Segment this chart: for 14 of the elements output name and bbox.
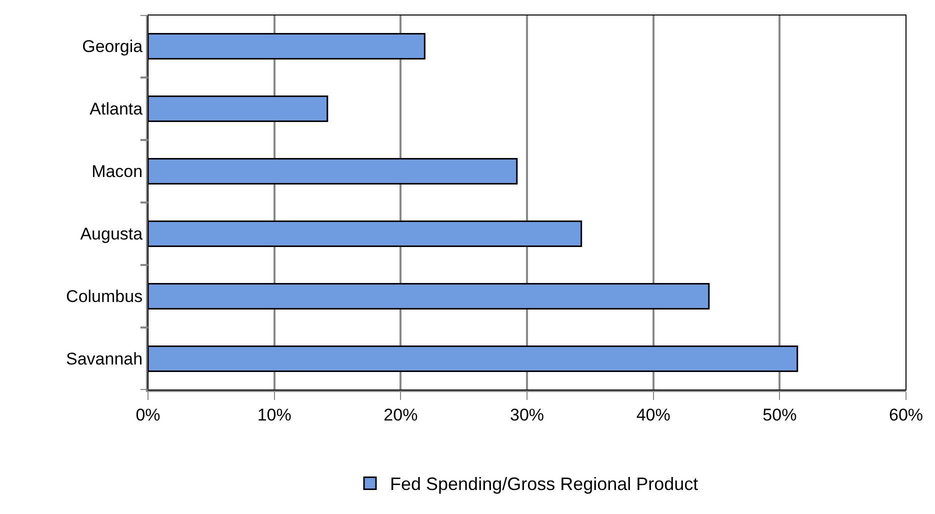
- x-tick-label: 0%: [136, 405, 160, 424]
- x-tick-label: 20%: [384, 405, 418, 424]
- y-tick-label: Macon: [92, 162, 143, 182]
- y-tick-label: Columbus: [66, 287, 143, 306]
- x-tick-label: 10%: [257, 405, 292, 424]
- y-tick-label: Savannah: [66, 350, 143, 369]
- x-tick-label: 60%: [888, 405, 924, 424]
- y-tick-label: Atlanta: [90, 100, 144, 119]
- x-tick-label: 30%: [510, 405, 544, 424]
- legend-label: Fed Spending/Gross Regional Product: [390, 474, 698, 494]
- x-tick-label: 40%: [636, 405, 670, 424]
- y-tick-label: Augusta: [80, 224, 144, 244]
- x-tick-label: 50%: [762, 405, 797, 424]
- y-tick-label: Georgia: [82, 37, 144, 56]
